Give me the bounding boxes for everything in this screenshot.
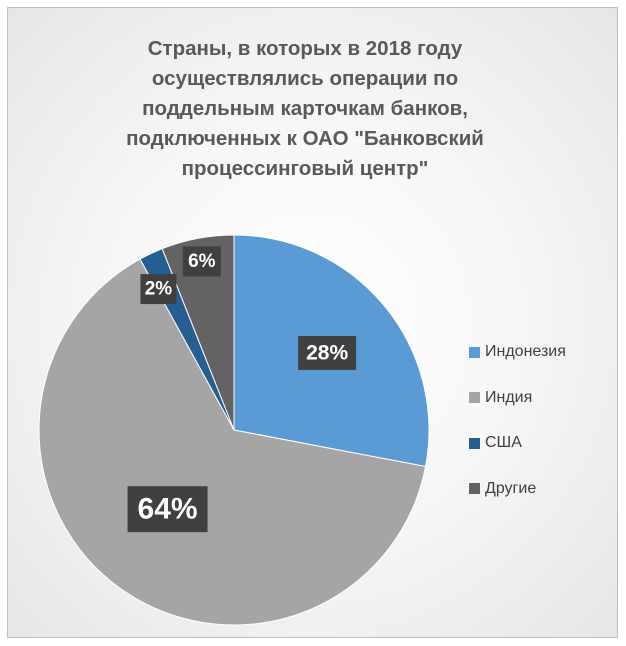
data-label-india: 64% (127, 486, 208, 533)
chart-title-line: осуществлялись операции по (151, 67, 459, 90)
chart-title-line: подключенных к ОАО "Банковский (126, 127, 484, 150)
data-label-text: 28% (306, 341, 348, 364)
data-label-box (298, 335, 357, 370)
legend-label: США (485, 434, 522, 451)
data-label-text: 2% (145, 279, 173, 300)
data-label-box (140, 274, 177, 305)
legend-swatch (469, 392, 480, 403)
legend-swatch (469, 437, 480, 449)
data-label-usa: 2% (140, 274, 177, 305)
legend-swatch (469, 346, 480, 358)
chart-title: Страны, в которых в 2018 году осуществля… (40, 34, 570, 184)
legend-item: США (469, 432, 566, 454)
data-label-indonesia: 28% (298, 335, 357, 370)
legend-swatch (469, 483, 480, 494)
data-label-box (127, 486, 208, 533)
data-label-other: 6% (182, 246, 221, 277)
legend-label: Другие (485, 479, 537, 497)
legend-label: Индонезия (485, 343, 566, 360)
chart-legend: Индонезия Индия США Другие (469, 341, 566, 523)
pie-slice-other (161, 234, 235, 431)
legend-item: Индонезия (469, 341, 566, 363)
data-label-text: 64% (138, 493, 198, 526)
chart-title-line: процессинговый центр" (181, 157, 429, 180)
legend-item: Индия (469, 387, 566, 409)
legend-label: Индия (485, 388, 533, 406)
legend-item: Другие (469, 478, 566, 500)
chart-title-line: Страны, в которых в 2018 году (147, 37, 463, 60)
pie-slice-india (38, 258, 427, 626)
chart-title-line: поддельным карточкам банков, (142, 97, 468, 120)
data-label-box (182, 246, 221, 277)
data-label-text: 6% (188, 251, 216, 272)
